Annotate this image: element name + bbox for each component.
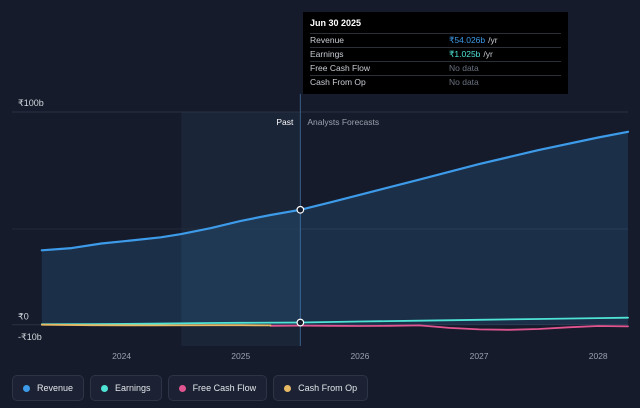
tooltip-row-label: Revenue xyxy=(310,35,345,45)
legend-item-label: Earnings xyxy=(115,383,151,393)
free-cash-flow-line xyxy=(269,324,629,331)
legend-item-revenue[interactable]: Revenue xyxy=(12,375,85,401)
legend: Revenue Earnings Free Cash Flow Cash From O… xyxy=(12,375,369,401)
legend-item-label: Free Cash Flow xyxy=(192,383,257,393)
tooltip-row-value: ₹54.026b xyxy=(449,35,486,45)
x-tick-label: 2028 xyxy=(589,351,608,361)
tooltip-row: Cash From Op No data xyxy=(310,75,561,89)
tooltip-row-label: Cash From Op xyxy=(310,77,366,87)
earnings-line xyxy=(40,316,629,326)
x-tick-label: 2027 xyxy=(470,351,489,361)
tooltip-row: Free Cash Flow No data xyxy=(310,61,561,75)
forecast-label: Analysts Forecasts xyxy=(307,117,379,127)
cash-from-op-dot-icon xyxy=(284,384,292,392)
legend-item-free-cash-flow[interactable]: Free Cash Flow xyxy=(167,375,268,401)
legend-item-cash-from-op[interactable]: Cash From Op xyxy=(273,375,369,401)
cash-from-op-line xyxy=(40,323,272,327)
earnings-hover-marker xyxy=(296,318,305,327)
revenue-dot-icon xyxy=(23,384,30,392)
tooltip-row-label: Free Cash Flow xyxy=(310,63,370,73)
tooltip-row-value: No data xyxy=(449,77,479,87)
legend-item-label: Cash From Op xyxy=(298,383,358,393)
x-tick-label: 2024 xyxy=(112,351,131,361)
tooltip-row-unit: /yr xyxy=(483,49,493,59)
past-label: Past xyxy=(276,117,294,127)
revenue-hover-marker xyxy=(296,205,305,214)
x-tick-label: 2025 xyxy=(231,351,250,361)
tooltip-row: Revenue ₹54.026b/yr xyxy=(310,33,561,47)
legend-item-earnings[interactable]: Earnings xyxy=(90,375,162,401)
tooltip-row-value: ₹1.025b xyxy=(449,49,481,59)
free-cash-flow-dot-icon xyxy=(178,384,186,392)
y-tick-label-top: ₹100b xyxy=(18,98,44,108)
revenue-line xyxy=(40,130,630,252)
y-tick-label-bottom: -₹10b xyxy=(18,332,42,342)
tooltip-date: Jun 30 2025 xyxy=(310,18,362,28)
tooltip-row: Earnings ₹1.025b/yr xyxy=(310,47,561,61)
y-tick-label-zero: ₹0 xyxy=(18,312,29,322)
hover-tooltip: Jun 30 2025 Revenue ₹54.026b/yr Earnings ₹1… xyxy=(303,12,568,94)
legend-item-label: Revenue xyxy=(37,383,74,393)
x-tick-label: 2026 xyxy=(350,351,369,361)
revenue-area xyxy=(41,131,629,325)
earnings-dot-icon xyxy=(101,384,109,392)
tooltip-row-label: Earnings xyxy=(310,49,344,59)
tooltip-row-value: No data xyxy=(449,63,479,73)
tooltip-row-unit: /yr xyxy=(488,35,498,45)
